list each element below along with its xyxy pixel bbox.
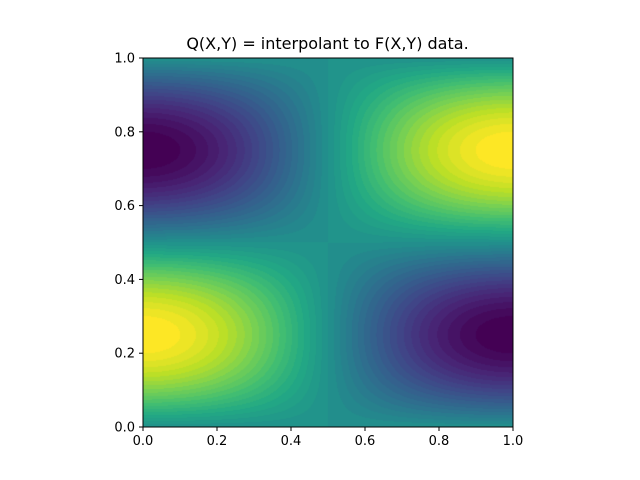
heatmap-image — [143, 58, 513, 427]
x-tick-label: 0.2 — [207, 434, 228, 449]
x-tick-label: 1.0 — [503, 434, 524, 449]
x-tick-label: 0.6 — [355, 434, 376, 449]
y-tick-label: 0.6 — [114, 199, 135, 214]
plot-frame — [142, 57, 514, 428]
y-axis: 0.0 0.2 0.4 0.6 0.8 1.0 — [114, 52, 143, 436]
x-tick-label: 0.8 — [429, 434, 450, 449]
y-tick-label: 0.4 — [114, 273, 135, 288]
x-tick-label: 0.4 — [281, 434, 302, 449]
y-tick-label: 1.0 — [114, 52, 135, 67]
chart-title: Q(X,Y) = interpolant to F(X,Y) data. — [186, 34, 468, 53]
y-tick-label: 0.2 — [114, 347, 135, 362]
x-tick-label: 0.0 — [133, 434, 154, 449]
x-axis: 0.0 0.2 0.4 0.6 0.8 1.0 — [133, 427, 524, 449]
y-tick-label: 0.8 — [114, 125, 135, 140]
plot-area — [143, 58, 513, 427]
y-tick-label: 0.0 — [114, 421, 135, 436]
